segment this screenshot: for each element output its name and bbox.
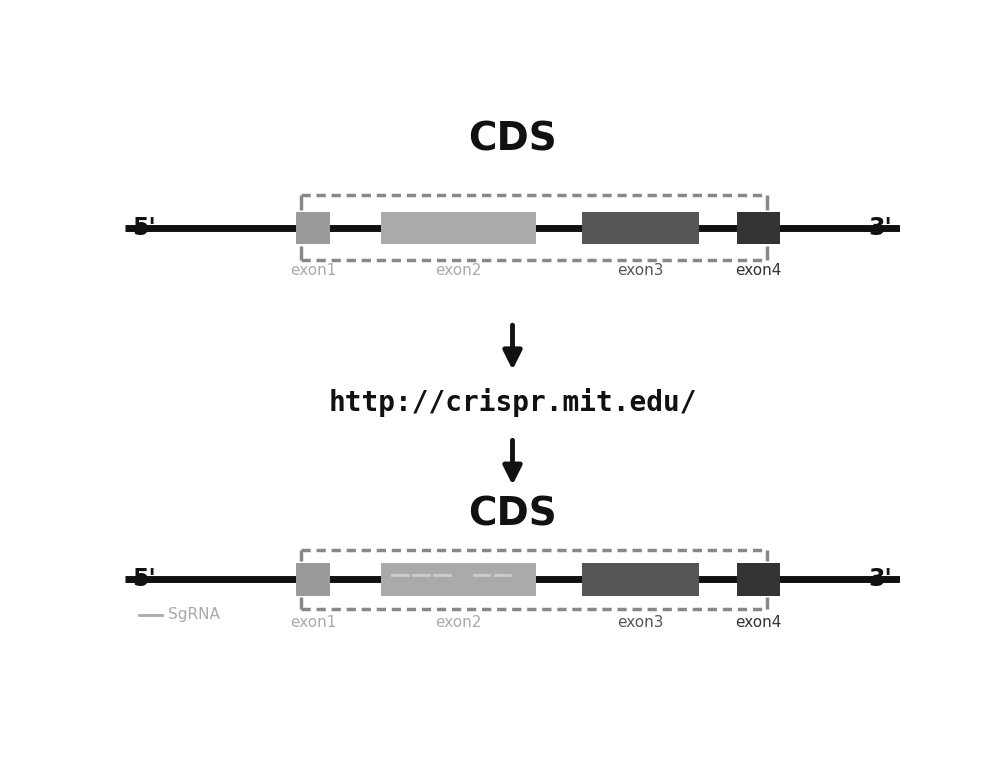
- Text: 5': 5': [132, 216, 156, 240]
- Bar: [381, 563, 536, 595]
- Text: 3': 3': [869, 216, 893, 240]
- Text: exon4: exon4: [735, 614, 782, 630]
- Bar: [737, 563, 780, 595]
- Bar: [582, 563, 698, 595]
- Text: exon3: exon3: [617, 263, 664, 278]
- Bar: [296, 563, 330, 595]
- Text: exon3: exon3: [617, 614, 664, 630]
- Text: exon2: exon2: [435, 263, 481, 278]
- Text: SgRNA: SgRNA: [168, 607, 220, 622]
- Text: CDS: CDS: [468, 495, 557, 533]
- Text: exon4: exon4: [735, 263, 782, 278]
- Bar: [381, 212, 536, 244]
- Bar: [296, 212, 330, 244]
- Text: exon1: exon1: [290, 614, 336, 630]
- Text: 3': 3': [869, 568, 893, 591]
- Bar: [737, 212, 780, 244]
- Bar: [582, 212, 698, 244]
- Text: exon1: exon1: [290, 263, 336, 278]
- Text: 5': 5': [132, 568, 156, 591]
- Text: http://crispr.mit.edu/: http://crispr.mit.edu/: [328, 387, 697, 416]
- Text: exon2: exon2: [435, 614, 481, 630]
- Text: CDS: CDS: [468, 120, 557, 158]
